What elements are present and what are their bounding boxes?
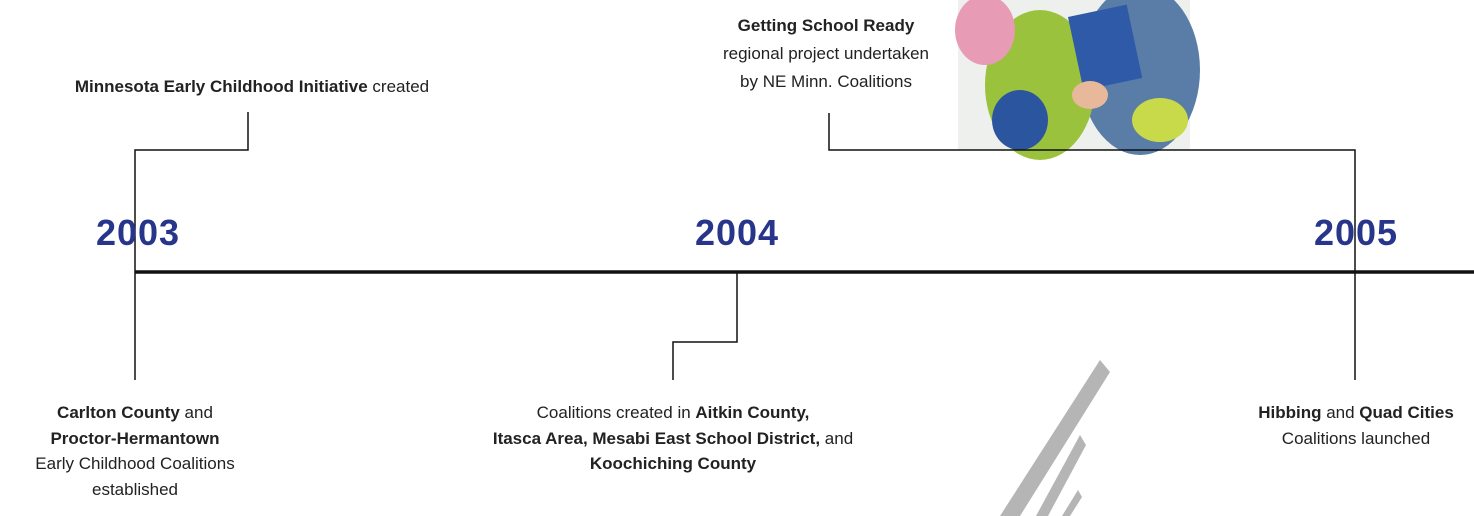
event-text: Aitkin County, <box>695 403 809 422</box>
event-text: Quad Cities <box>1359 403 1453 422</box>
event-line: Proctor-Hermantown <box>35 426 234 452</box>
event-line: established <box>35 477 234 503</box>
photo <box>955 0 1200 160</box>
event-text: and <box>820 429 853 448</box>
timeline-page: {"timeline": {"years": ["2003", "2004", … <box>0 0 1474 516</box>
event-line: Coalitions created in Aitkin County, <box>493 400 853 426</box>
event-text: Itasca Area, Mesabi East School District… <box>493 429 820 448</box>
swoosh <box>1000 360 1110 516</box>
event-line: Itasca Area, Mesabi East School District… <box>493 426 853 452</box>
event: Minnesota Early Childhood Initiative cre… <box>75 74 429 100</box>
event-text: created <box>368 77 429 96</box>
year-label: 2004 <box>695 212 779 254</box>
event-text: regional project undertaken <box>723 44 929 63</box>
event-line: Carlton County and <box>35 400 234 426</box>
event-text: Coalitions created in <box>537 403 696 422</box>
year-label: 2005 <box>1314 212 1398 254</box>
event-text: Early Childhood Coalitions <box>35 454 234 473</box>
event-text: Proctor-Hermantown <box>50 429 219 448</box>
event-line: Early Childhood Coalitions <box>35 451 234 477</box>
event-line: Coalitions launched <box>1258 426 1454 452</box>
event: Coalitions created in Aitkin County, Ita… <box>493 400 853 477</box>
event-line: Minnesota Early Childhood Initiative cre… <box>75 74 429 100</box>
event-line: Koochiching County <box>493 451 853 477</box>
event: Hibbing and Quad Cities Coalitions launc… <box>1258 400 1454 451</box>
event-line: regional project undertaken <box>723 40 929 68</box>
event-text: Coalitions launched <box>1282 429 1430 448</box>
event-line: Getting School Ready <box>723 12 929 40</box>
event: Getting School Ready regional project un… <box>723 12 929 96</box>
event-text: and <box>1321 403 1359 422</box>
event-text: Minnesota Early Childhood Initiative <box>75 77 368 96</box>
event-line: by NE Minn. Coalitions <box>723 68 929 96</box>
event-text: and <box>180 403 213 422</box>
event-text: Hibbing <box>1258 403 1321 422</box>
event-text: by NE Minn. Coalitions <box>740 72 912 91</box>
year-label: 2003 <box>96 212 180 254</box>
event-text: Koochiching County <box>590 454 756 473</box>
event: Carlton County and Proctor-Hermantown Ea… <box>35 400 234 502</box>
event-line: Hibbing and Quad Cities <box>1258 400 1454 426</box>
event-text: Carlton County <box>57 403 180 422</box>
event-text: established <box>92 480 178 499</box>
event-text: Getting School Ready <box>738 16 915 35</box>
